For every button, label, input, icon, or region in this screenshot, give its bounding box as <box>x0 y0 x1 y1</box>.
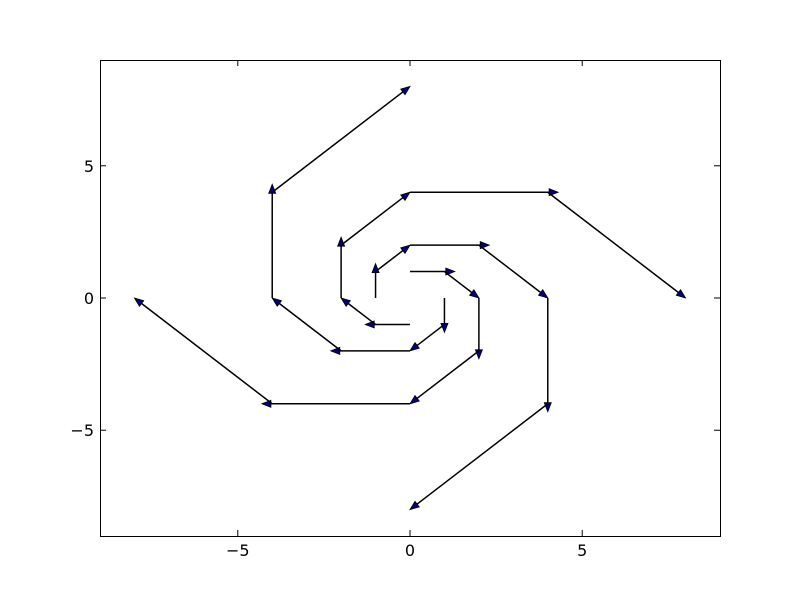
arrow-head <box>260 399 272 408</box>
arrow-head <box>675 289 687 299</box>
x-tick-label: −5 <box>226 541 250 560</box>
quiver-arrow <box>133 297 273 405</box>
quiver-arrow <box>410 188 560 197</box>
arrow-shaft <box>416 323 445 347</box>
quiver-arrow <box>547 191 687 299</box>
arrow-head <box>445 267 456 276</box>
y-tick-label: 5 <box>84 157 94 176</box>
arrow-head <box>468 289 480 299</box>
quiver-arrow <box>340 191 411 246</box>
y-tick-labels: −5 0 5 <box>70 157 94 440</box>
arrow-head <box>409 341 420 352</box>
quiver-arrow <box>410 267 456 276</box>
quiver-arrow <box>340 297 377 326</box>
arrow-head <box>364 320 375 329</box>
arrow-shaft <box>278 302 342 352</box>
quiver-arrow <box>443 270 480 299</box>
quiver-arrow <box>375 244 411 273</box>
arrow-head <box>409 394 420 405</box>
arrow-shaft <box>340 197 404 246</box>
arrow-shaft <box>141 302 273 405</box>
arrows-layer <box>133 85 687 511</box>
y-tick-label: −5 <box>70 421 94 440</box>
arrow-head <box>400 244 411 255</box>
x-tick-label: 5 <box>577 541 587 560</box>
arrow-shaft <box>416 403 549 505</box>
plot-area <box>100 60 720 536</box>
x-tick-labels: −5 0 5 <box>226 541 587 560</box>
quiver-arrow <box>409 323 445 352</box>
quiver-arrow <box>271 297 342 352</box>
arrow-head <box>133 297 145 307</box>
arrow-head <box>548 188 560 197</box>
arrow-shaft <box>443 270 473 294</box>
arrow-head <box>400 191 411 202</box>
arrow-head <box>329 346 341 355</box>
quiver-arrow <box>409 350 480 405</box>
arrow-shaft <box>478 244 542 294</box>
arrow-shaft <box>271 91 404 193</box>
arrow-head <box>479 241 491 250</box>
arrow-shaft <box>547 191 679 294</box>
quiver-arrow <box>260 399 410 408</box>
arrow-shaft <box>416 350 480 399</box>
x-tick-label: 0 <box>405 541 415 560</box>
quiver-arrow <box>478 244 549 299</box>
arrow-shaft <box>375 249 404 273</box>
arrow-head <box>409 500 420 511</box>
arrow-head <box>340 297 352 307</box>
arrow-shaft <box>347 302 377 326</box>
quiver-arrow <box>364 320 410 329</box>
arrow-head <box>400 85 411 96</box>
y-tick-label: 0 <box>84 289 94 308</box>
quiver-arrow <box>409 403 549 511</box>
quiver-arrow <box>410 241 491 250</box>
axes-frame <box>100 60 721 537</box>
arrow-head <box>271 297 283 307</box>
arrow-head <box>537 289 549 299</box>
quiver-arrow <box>271 85 411 193</box>
quiver-arrow <box>329 346 410 355</box>
